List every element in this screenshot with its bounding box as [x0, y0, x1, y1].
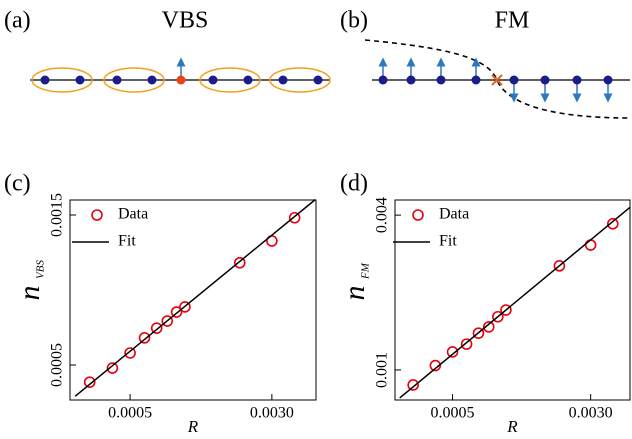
plot-frame [69, 199, 317, 401]
data-point [106, 362, 119, 374]
data-point [138, 332, 151, 344]
panel-label: (c) [4, 171, 31, 197]
data-point [179, 301, 191, 313]
y-tick-label: 0.004 [374, 197, 391, 233]
y-axis-label: n FM [338, 262, 372, 300]
data-point [584, 239, 597, 251]
panel-title: FM [495, 8, 530, 34]
x-tick-label: 0.0005 [108, 405, 152, 422]
y-tick-label: 0.0015 [49, 193, 66, 237]
data-point [83, 376, 96, 388]
data-point [170, 306, 183, 318]
legend-label: Fit [118, 233, 136, 250]
data-point [407, 379, 419, 391]
x-axis-label: R [187, 417, 199, 436]
y-axis-label-sub: FM [360, 262, 372, 280]
vbs-chain [30, 57, 331, 93]
y-axis-label-main: n [338, 286, 371, 301]
x-tick-label: 0.0005 [431, 405, 475, 422]
data-point [553, 260, 566, 272]
y-axis-label: n VBS [13, 260, 47, 301]
y-axis-label-main: n [13, 286, 46, 301]
data-point [607, 218, 619, 230]
x-tick-label: 0.0030 [250, 405, 294, 422]
data-point [161, 315, 174, 327]
legend-label: Data [118, 206, 148, 223]
data-point [500, 304, 512, 316]
data-point [472, 327, 485, 339]
data-point [492, 310, 504, 323]
legend-marker [91, 209, 103, 221]
plot-frame [394, 199, 631, 401]
x-tick-label: 0.0030 [569, 405, 613, 422]
y-tick-label: 0.0005 [49, 343, 66, 387]
legend-label: Data [439, 206, 469, 223]
panel-label: (a) [4, 8, 31, 34]
data-point [429, 359, 442, 372]
panel-title: VBS [162, 8, 209, 34]
panel-label: (d) [340, 171, 368, 197]
x-axis-label: R [506, 417, 518, 436]
y-tick-label: 0.001 [374, 352, 391, 388]
fit-line [74, 198, 316, 397]
data-point [460, 338, 473, 350]
data-point [150, 322, 163, 334]
y-axis-label-sub: VBS [35, 260, 47, 279]
data-point [482, 321, 495, 333]
fm-chain [364, 39, 631, 119]
data-point [288, 211, 301, 224]
data-point [446, 346, 459, 358]
fit-line [399, 206, 631, 399]
panel-label: (b) [340, 8, 368, 34]
data-point [124, 347, 136, 359]
data-point [233, 256, 246, 269]
legend-marker [412, 209, 424, 221]
legend-label: Fit [439, 233, 457, 250]
